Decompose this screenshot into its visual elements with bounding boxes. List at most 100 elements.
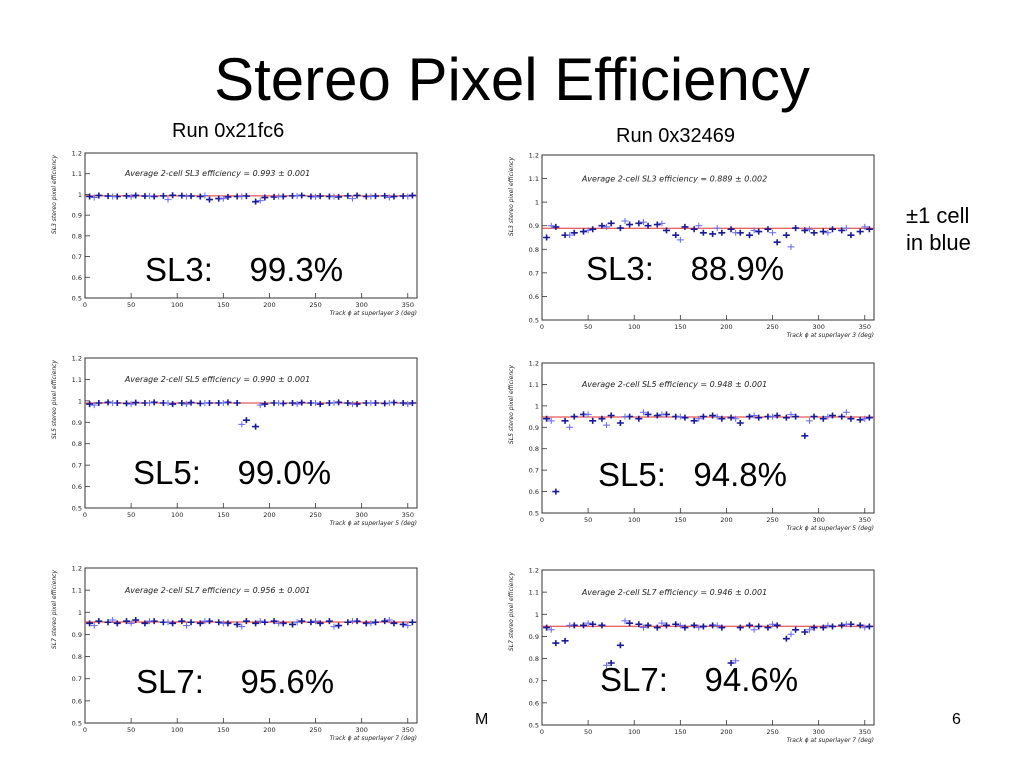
data-point [95,618,103,625]
x-tick-label: 0 [540,516,544,524]
x-axis-label: Track ϕ at superlayer 3 (deg) [787,332,874,339]
data-point [736,420,744,426]
data-point [404,193,412,200]
y-tick-label: 0.6 [529,699,539,707]
data-point [335,622,343,629]
y-tick-label: 0.7 [529,467,539,475]
x-tick-label: 300 [355,511,367,519]
y-tick-label: 0.9 [72,631,82,639]
x-tick-label: 150 [217,301,229,309]
y-tick-label: 0.6 [72,274,82,282]
y-tick-label: 1.2 [529,152,539,160]
data-point [856,228,864,235]
data-point [275,193,283,200]
data-point [344,192,352,199]
data-point [635,415,643,422]
x-tick-label: 150 [217,511,229,519]
data-point [842,621,850,628]
data-point [727,660,735,666]
data-point [178,192,186,199]
data-point [861,223,869,230]
x-tick-label: 300 [355,726,367,734]
data-point [127,193,135,200]
data-point [330,193,338,200]
data-point [298,618,306,625]
data-point [787,243,795,250]
data-point [187,399,195,406]
data-point [109,193,117,200]
data-point [746,232,753,239]
data-point [672,621,680,628]
data-point [561,417,569,424]
data-point [325,618,333,625]
x-tick-label: 150 [674,516,686,524]
data-point [718,229,726,236]
data-point [123,400,130,407]
data-point [238,421,246,428]
data-point [335,399,343,406]
data-point [408,619,416,626]
data-point [169,620,177,627]
data-point [819,415,827,422]
data-point [653,221,661,228]
plot-frame [541,569,875,726]
y-axis-label: SL3 stereo pixel efficiency [51,155,58,235]
data-point [616,225,624,232]
x-axis-label: Track ϕ at superlayer 3 (deg) [330,310,417,317]
data-point [86,401,94,408]
y-tick-label: 0.7 [529,269,539,277]
data-point [713,622,721,629]
data-point [215,619,223,626]
data-point [104,619,112,626]
data-point [385,194,393,201]
data-point [348,195,356,202]
data-point [242,618,250,625]
data-point [856,416,864,423]
x-tick-label: 0 [540,323,544,331]
x-axis-label: Track ϕ at superlayer 5 (deg) [787,525,874,532]
data-point [404,401,412,408]
efficiency-plot: 0.5 0.6 0.7 0.8 0.9 1 1.1 1.2 0 50 100 150 200 250 300… [51,565,418,742]
plot-frame [84,567,418,724]
data-point [261,194,269,201]
data-point [196,620,204,627]
data-point [829,226,836,233]
x-tick-label: 0 [83,511,87,519]
x-tick-label: 250 [309,511,321,519]
data-point [159,192,167,199]
x-tick-label: 0 [83,726,87,734]
y-tick-label: 1 [535,402,539,410]
data-point [109,617,117,624]
data-point [150,399,158,406]
x-tick-label: 100 [628,323,640,331]
x-tick-label: 200 [263,511,275,519]
data-point [773,239,781,246]
efficiency-plot: 0.5 0.6 0.7 0.8 0.9 1 1.1 1.2 0 50 100 150 200 250 300… [508,567,875,744]
data-point [718,415,726,422]
data-point [690,622,698,629]
data-point [584,620,592,627]
efficiency-label: SL7: 95.6% [136,663,335,700]
x-tick-label: 50 [127,301,135,309]
y-tick-label: 1.1 [529,175,539,183]
x-tick-label: 250 [766,323,778,331]
x-tick-label: 100 [628,516,640,524]
y-tick-label: 0.9 [529,633,539,641]
data-point [865,414,873,421]
x-axis-label: Track ϕ at superlayer 7 (deg) [787,737,874,744]
data-point [381,192,389,199]
data-point [367,400,375,406]
data-point [330,400,338,406]
y-tick-label: 0.9 [72,212,82,220]
data-point [787,411,795,418]
efficiency-label: SL5: 99.0% [133,454,332,491]
data-point [695,415,703,422]
data-point [635,621,643,628]
y-tick-label: 0.6 [72,697,82,705]
x-axis-label: Track ϕ at superlayer 5 (deg) [330,520,417,527]
y-axis-label: SL3 stereo pixel efficiency [508,157,515,237]
data-point [381,618,389,625]
note-line-2: in blue [906,230,971,255]
data-point [861,415,869,422]
efficiency-label: SL5: 94.8% [598,456,787,493]
